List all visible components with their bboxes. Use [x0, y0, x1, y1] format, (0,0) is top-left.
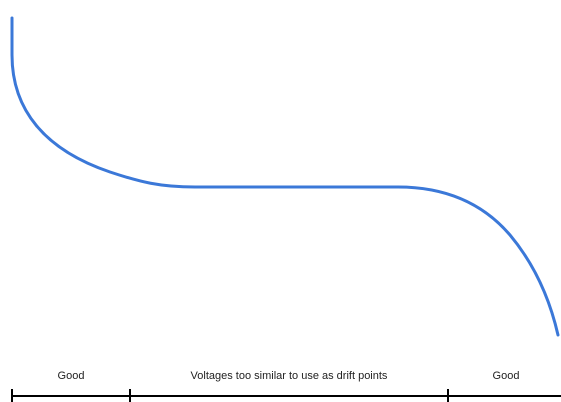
segment-label-right: Good [493, 370, 520, 382]
voltage-curve [10, 16, 560, 337]
segment-label-middle: Voltages too similar to use as drift poi… [191, 370, 388, 382]
segment-label-left: Good [58, 370, 85, 382]
